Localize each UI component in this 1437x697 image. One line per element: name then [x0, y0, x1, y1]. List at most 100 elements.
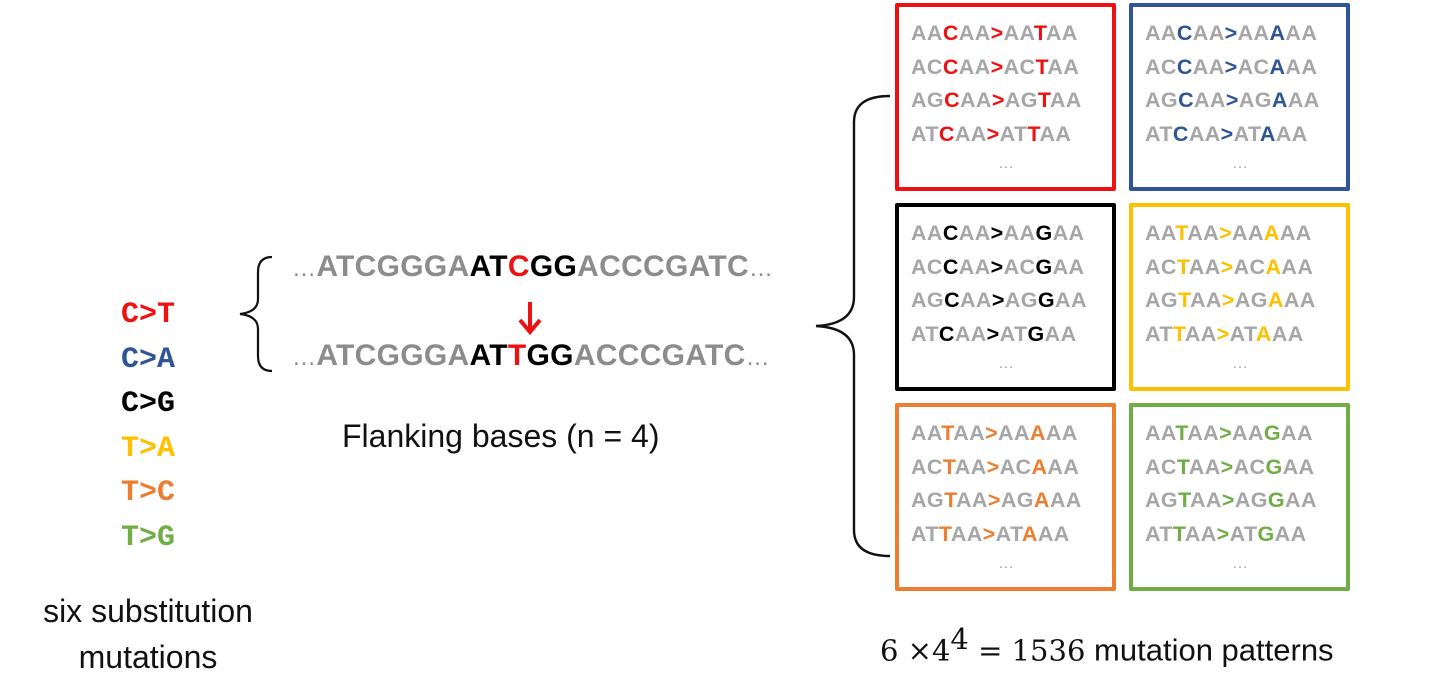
pattern-highlight: T	[1178, 488, 1190, 512]
pattern-flank: AA	[998, 421, 1030, 445]
mutation-type: T>A	[121, 431, 176, 466]
pattern-highlight: G	[1257, 521, 1275, 546]
pattern-highlight: A	[1265, 254, 1282, 279]
pattern-flank: AA	[954, 454, 987, 479]
mutation-type: C>G	[121, 387, 176, 421]
pattern-flank: AG	[911, 88, 945, 112]
pattern-highlight: A	[1033, 488, 1050, 512]
pattern-flank: AA	[953, 421, 986, 445]
pattern-flank: AA	[911, 21, 943, 45]
sequence-ellipsis: …	[292, 255, 317, 282]
pattern-flank: AG	[1145, 288, 1179, 312]
pattern-highlight: >	[990, 254, 1004, 279]
pattern-flank: AA	[1285, 54, 1318, 79]
mutation-pattern: ATTAA>ATGAA	[1145, 518, 1346, 552]
pattern-flank: AA	[1237, 21, 1270, 45]
pattern-flank: AT	[1145, 121, 1173, 146]
mutation-pattern: AATAA>AAAAA	[911, 417, 1112, 451]
sequence-segment-flank: ATCGGGA	[316, 250, 470, 283]
pattern-highlight: >	[987, 488, 1001, 512]
mutation-pattern: ATTAA>ATAAA	[911, 518, 1112, 552]
pattern-ellipsis: …	[1232, 355, 1248, 372]
pattern-highlight: >	[985, 421, 999, 445]
sequence-segment-context: GG	[529, 250, 578, 283]
pattern-flank: AA	[1003, 221, 1036, 245]
pattern-highlight: C	[942, 221, 959, 245]
pattern-flank: AA	[1232, 421, 1264, 445]
pattern-flank: AA	[1055, 288, 1087, 312]
pattern-highlight: C	[1176, 21, 1193, 45]
pattern-highlight: A	[1029, 421, 1046, 445]
sequence-segment-context: GG	[526, 339, 574, 372]
pattern-flank: AA	[1285, 21, 1318, 45]
pattern-highlight: >	[986, 321, 1000, 346]
pattern-ellipsis: …	[998, 155, 1014, 172]
pattern-highlight: T	[938, 521, 951, 546]
pattern-highlight: C	[942, 254, 959, 279]
pattern-flank: AC	[1003, 254, 1036, 279]
pattern-flank: AG	[1234, 288, 1268, 312]
pattern-flank: AA	[1192, 54, 1225, 79]
pattern-flank: AC	[1145, 254, 1177, 279]
pattern-flank: AG	[1145, 488, 1179, 512]
pattern-highlight: G	[1037, 288, 1056, 312]
pattern-flank: AT	[1145, 521, 1173, 546]
sequence-ellipsis: …	[748, 255, 774, 282]
mutation-type: C>T	[121, 298, 176, 332]
pattern-flank: AA	[1045, 21, 1078, 45]
pattern-highlight: T	[1035, 54, 1048, 79]
pattern-highlight: >	[1224, 21, 1238, 45]
mutation-pattern: AGCAA>AGTAA	[911, 84, 1112, 118]
pattern-ellipsis: …	[998, 355, 1014, 372]
left-brace	[239, 255, 273, 373]
mutation-pattern: AATAA>AAAAA	[1145, 217, 1346, 251]
pattern-highlight: C	[942, 54, 959, 79]
pattern-highlight: >	[1224, 54, 1238, 79]
pattern-flank: AA	[1282, 454, 1315, 479]
pattern-flank: AA	[954, 321, 987, 346]
pattern-flank: AA	[1279, 221, 1312, 245]
pattern-highlight: T	[1172, 521, 1185, 546]
pattern-highlight: A	[1269, 54, 1286, 79]
pattern-flank: AG	[1238, 88, 1272, 112]
pattern-flank: AC	[1003, 54, 1036, 79]
pattern-flank: AC	[911, 54, 943, 79]
pattern-highlight: >	[1216, 321, 1230, 346]
pattern-flank: AA	[1271, 321, 1304, 346]
mutation-pattern: AGCAA>AGGAA	[911, 284, 1112, 318]
pattern-flank: AA	[1184, 321, 1217, 346]
pattern-highlight: >	[990, 54, 1004, 79]
pattern-highlight: >	[991, 288, 1005, 312]
mutation-type-list: C>T C>A C>G T>A T>C T>G	[121, 293, 175, 560]
pattern-highlight: T	[944, 488, 956, 512]
pattern-highlight: G	[1035, 254, 1053, 279]
pattern-highlight: >	[1216, 521, 1230, 546]
pattern-highlight: G	[1267, 488, 1286, 512]
mutation-pattern: ACCAA>ACTAA	[911, 51, 1112, 85]
pattern-highlight: C	[1176, 54, 1193, 79]
pattern-flank: AT	[1145, 321, 1173, 346]
pattern-flank: AG	[1004, 288, 1038, 312]
pattern-flank: AA	[958, 21, 991, 45]
pattern-flank: AT	[1233, 121, 1260, 146]
mutation-pattern: ATTAA>ATAAA	[1145, 318, 1346, 352]
pattern-flank: AA	[911, 421, 942, 445]
pattern-highlight: G	[1035, 221, 1053, 245]
mutation-pattern: ATCAA>ATAAA	[1145, 118, 1346, 152]
pattern-flank: AT	[1229, 521, 1258, 546]
pattern-flank: AA	[1045, 421, 1078, 445]
pattern-flank: AA	[1188, 454, 1221, 479]
pattern-flank: AA	[1190, 488, 1222, 512]
formula-equals: = 1536	[968, 633, 1086, 668]
mutation-pattern: AGTAA>AGAAA	[1145, 284, 1346, 318]
pattern-flank: AC	[911, 454, 943, 479]
mutation-type: T>G	[121, 520, 176, 555]
sequence-segment-mutated: C	[507, 250, 530, 283]
pattern-highlight: >	[1225, 88, 1239, 112]
pattern-flank: AA	[1275, 121, 1308, 146]
pattern-highlight: T	[1176, 254, 1189, 279]
pattern-flank: AC	[1145, 54, 1177, 79]
pattern-flank: AA	[956, 488, 988, 512]
pattern-flank: AA	[958, 254, 991, 279]
pattern-highlight: C	[1172, 121, 1189, 146]
